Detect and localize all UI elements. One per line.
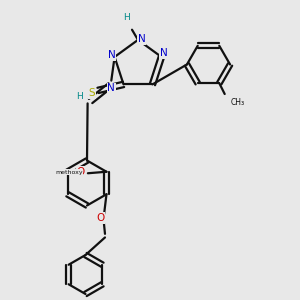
Text: N: N [107,83,115,93]
Text: H: H [123,14,129,22]
Text: N: N [108,50,116,60]
Text: N: N [160,48,168,58]
Text: CH₃: CH₃ [231,98,245,107]
Text: O: O [77,167,85,177]
Text: O: O [96,213,105,223]
Text: N: N [138,34,146,44]
Text: methoxy: methoxy [55,169,83,175]
Text: H: H [76,92,83,101]
Text: S: S [89,88,95,98]
